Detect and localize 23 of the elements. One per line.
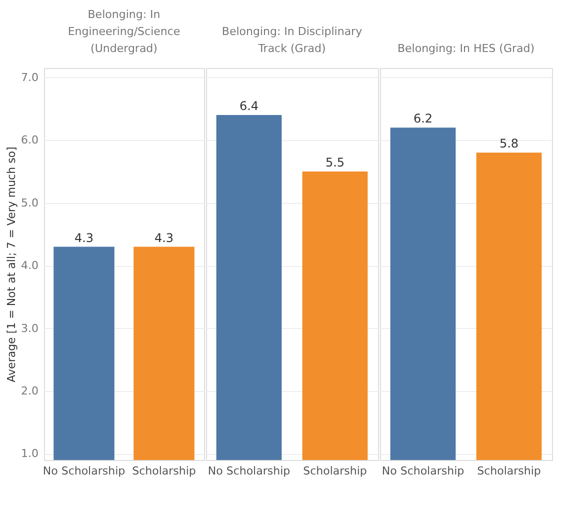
x-tick-label: Scholarship	[303, 464, 367, 478]
y-tick-label: 7.0	[21, 70, 38, 84]
y-tick-label: 5.0	[21, 196, 38, 210]
y-tick-label: 3.0	[21, 322, 38, 335]
y-axis-title: Average [1 = Not at all; 7 = Very much so]	[5, 146, 18, 382]
x-tick-label: No Scholarship	[208, 464, 290, 478]
data-label: 4.3	[74, 230, 94, 245]
y-tick-label: 1.0	[21, 447, 38, 460]
x-tick-label: Scholarship	[132, 464, 196, 478]
data-label: 5.8	[499, 136, 519, 151]
y-tick-label: 4.0	[21, 259, 38, 272]
data-label: 4.3	[154, 230, 174, 245]
x-tick-label: No Scholarship	[42, 464, 126, 478]
data-label: 6.2	[413, 112, 433, 126]
data-label: 6.4	[239, 99, 259, 114]
chart-title: Belonging: In Disciplinary Track (Grad)	[222, 25, 363, 55]
x-tick-label: Scholarship	[477, 464, 541, 478]
y-tick-label: 2.0	[21, 384, 38, 398]
x-tick-label: No Scholarship	[382, 464, 464, 478]
y-tick-label: 6.0	[21, 134, 38, 147]
chart-title: Belonging: In Engineering/Science (Undergrad)	[68, 8, 180, 55]
chart-title: Belonging: In HES (Grad)	[397, 42, 535, 55]
data-label: 5.5	[325, 155, 345, 170]
